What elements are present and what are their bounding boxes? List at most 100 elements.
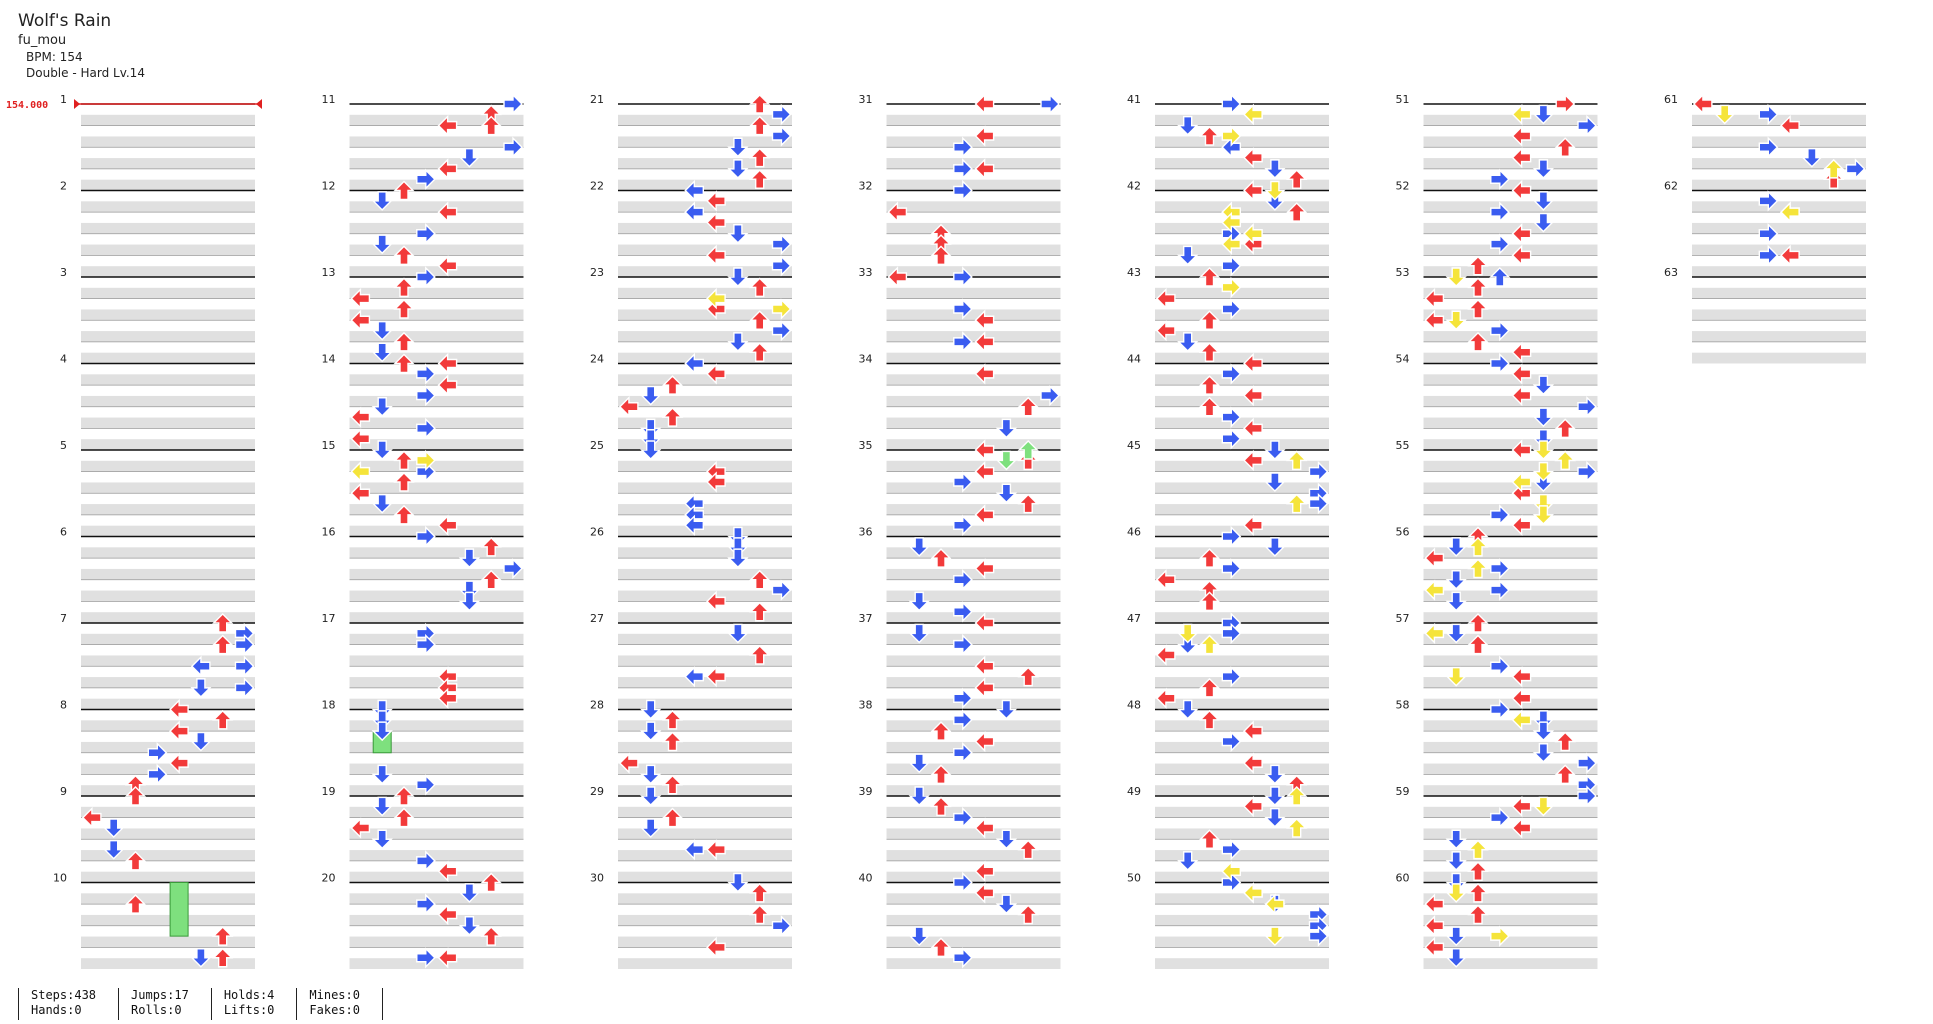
- step-arrow: [371, 796, 393, 817]
- chart-column: 21 22 23 24 25 26 27 28 29 30: [590, 93, 792, 969]
- step-arrow: [1445, 591, 1467, 612]
- step-arrow: [1577, 396, 1597, 418]
- step-arrow: [1511, 146, 1532, 169]
- beat-band: [618, 525, 792, 537]
- step-arrow: [1221, 525, 1242, 548]
- stat-mines: Mines:0: [309, 988, 360, 1002]
- beat-band: [886, 266, 1061, 277]
- beat-band: [1155, 633, 1329, 645]
- measure-number: 15: [322, 439, 336, 452]
- step-arrow: [1511, 687, 1532, 709]
- beat-band: [1423, 633, 1598, 645]
- step-arrow: [350, 817, 371, 839]
- step-arrow-yellow: [1823, 158, 1845, 179]
- beat-band: [886, 395, 1061, 407]
- step-arrow: [1554, 764, 1576, 785]
- beat-band: [349, 201, 524, 213]
- beat-band: [81, 114, 255, 126]
- beat-band: [886, 179, 1061, 191]
- beat-band: [1155, 114, 1329, 126]
- beat-band: [886, 958, 1061, 969]
- step-arrow: [1511, 363, 1532, 385]
- beat-band: [886, 136, 1061, 148]
- step-arrow: [1577, 752, 1597, 774]
- step-arrow: [103, 818, 125, 838]
- step-arrow-yellow: [1221, 860, 1242, 882]
- step-arrow: [393, 331, 415, 352]
- beat-band: [81, 482, 255, 494]
- beat-band: [618, 201, 792, 213]
- step-arrow: [1532, 743, 1555, 763]
- beat-band: [81, 158, 255, 169]
- step-arrow: [974, 331, 995, 353]
- beat-band: [1155, 785, 1329, 796]
- step-arrow: [974, 557, 995, 580]
- step-arrow: [503, 93, 523, 115]
- beat-band: [349, 547, 524, 559]
- step-arrow: [1286, 169, 1308, 189]
- step-arrow: [1490, 504, 1510, 526]
- step-arrow: [908, 926, 930, 947]
- beat-band: [618, 309, 792, 321]
- step-arrow: [1264, 537, 1286, 557]
- beat-band: [81, 331, 255, 342]
- step-arrow: [371, 320, 393, 341]
- step-arrow: [661, 407, 684, 427]
- measure-number: 38: [859, 699, 873, 712]
- step-arrow: [1532, 159, 1555, 179]
- step-arrow: [1445, 623, 1467, 644]
- step-arrow-yellow: [350, 460, 371, 483]
- step-arrow: [393, 807, 415, 828]
- step-arrow: [437, 255, 458, 277]
- measure-number: 9: [60, 785, 67, 798]
- step-arrow-yellow: [1511, 471, 1532, 493]
- step-arrow: [1467, 882, 1489, 903]
- step-arrow: [1467, 861, 1489, 881]
- measure-number: 2: [60, 180, 67, 193]
- step-arrow: [416, 893, 436, 915]
- beat-band: [1692, 266, 1866, 277]
- step-arrow: [350, 428, 371, 450]
- beat-band: [618, 547, 792, 559]
- beat-band: [349, 504, 524, 515]
- beat-band: [1423, 741, 1598, 753]
- beat-band: [1423, 504, 1598, 515]
- step-arrow: [234, 633, 255, 656]
- step-arrow: [953, 601, 973, 623]
- step-arrow: [974, 504, 995, 526]
- step-arrow: [974, 93, 995, 115]
- beat-band: [618, 893, 792, 905]
- step-arrow: [458, 147, 481, 168]
- step-arrow: [661, 774, 684, 795]
- beat-band: [618, 806, 792, 818]
- beat-band: [81, 287, 255, 299]
- stat-group-mines: Mines:0 Fakes:0: [296, 988, 383, 1020]
- beat-band: [1423, 158, 1598, 169]
- step-arrow: [1490, 201, 1510, 223]
- beat-band: [81, 612, 255, 623]
- beat-band: [618, 179, 792, 191]
- step-arrow: [995, 699, 1018, 720]
- step-arrow: [371, 397, 393, 417]
- step-arrow: [1511, 795, 1532, 818]
- beat-band: [349, 331, 524, 342]
- beat-band: [81, 655, 255, 667]
- step-arrow: [1286, 202, 1308, 222]
- beat-band: [1423, 244, 1598, 256]
- beat-band: [618, 936, 792, 948]
- step-arrow: [771, 103, 792, 126]
- step-arrow-yellow: [1445, 666, 1467, 687]
- step-arrow: [1445, 926, 1467, 947]
- step-arrow: [1221, 557, 1242, 580]
- measure-number: 56: [1396, 526, 1410, 539]
- stat-jumps: Jumps:17: [131, 988, 189, 1002]
- step-arrow: [1424, 309, 1445, 331]
- beat-band: [1155, 439, 1329, 450]
- step-arrow: [234, 677, 255, 699]
- step-arrow: [640, 721, 662, 742]
- step-arrow: [640, 440, 662, 460]
- step-arrow: [81, 806, 102, 829]
- measure-number: 19: [322, 785, 336, 798]
- step-arrow: [887, 201, 908, 223]
- beat-band: [1423, 547, 1598, 559]
